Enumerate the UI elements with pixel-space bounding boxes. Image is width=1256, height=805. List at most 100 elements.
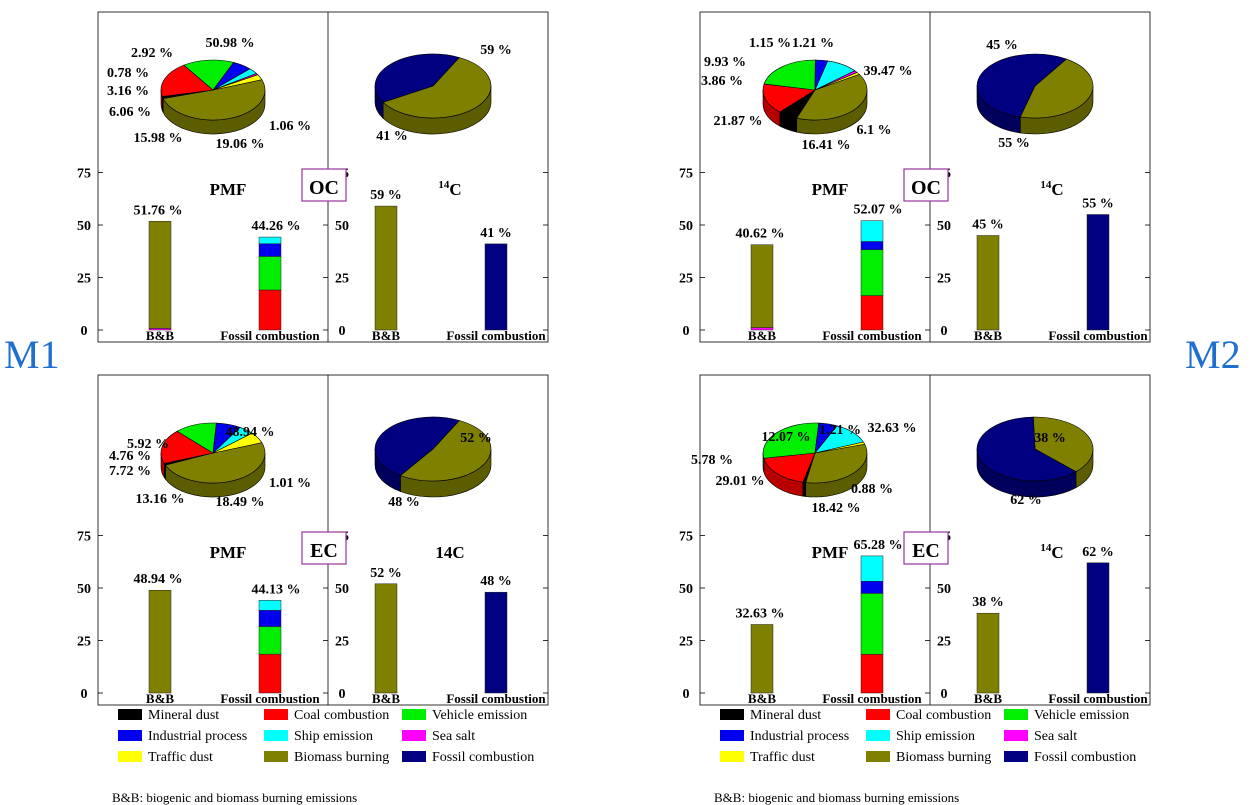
c14-pie-label-biomass-burning: 59 % (480, 43, 512, 58)
c14-pie-slice-fossil-combustion (374, 416, 460, 476)
pie-label-industrial-process: 7.72 % (109, 464, 151, 479)
pie-label-traffic-dust: 5.92 % (127, 437, 169, 452)
c14-label-main: C (1051, 543, 1063, 562)
legend-swatch-vehicle-emission (1004, 709, 1028, 720)
bar-label-pmf-bb: 51.76 % (134, 203, 183, 218)
bar-c14-bb-segment-biomass-burning (976, 612, 1000, 694)
pie-label-coal-combustion: 16.41 % (802, 138, 851, 153)
site-label-m1: M1 (4, 332, 60, 377)
c14-pie-slice-fossil-combustion (976, 53, 1067, 118)
legend-swatch-vehicle-emission (402, 709, 426, 720)
bar-pmf-fossil-segment-coal-combustion (860, 654, 884, 694)
legend-label-ship-emission: Ship emission (896, 729, 975, 744)
legend-label-fossil-combustion: Fossil combustion (1034, 750, 1136, 765)
panel-frame (97, 11, 549, 343)
pmf-pie-slice-coal-combustion (763, 452, 816, 483)
y-tick-label-left: 75 (679, 530, 693, 545)
bar-pmf-bb-segment-biomass-burning (750, 624, 774, 694)
c14-pie-slice-biomass-burning (1032, 416, 1094, 473)
legend-swatch-sea-salt (1004, 730, 1028, 741)
legend-block-2: Mineral dust Coal combustion Vehicle emiss… (714, 708, 1136, 805)
bar-c14-fossil-segment-fossil-combustion (1086, 214, 1110, 331)
pmf-label: PMF (210, 543, 247, 562)
c14-pie-slice-biomass-burning (1019, 58, 1094, 119)
y-tick-label-mid: 0 (941, 687, 948, 702)
pmf-pie-slice-biomass-burning (796, 73, 868, 121)
x-tick-label: Fossil combustion (822, 328, 922, 343)
panel-frame (699, 374, 1151, 706)
bar-pmf-fossil-segment-ship-emission (258, 600, 282, 611)
pie-label-traffic-dust: 1.21 % (819, 423, 861, 438)
y-tick-label-mid: 25 (335, 272, 349, 287)
legend-swatch-traffic-dust (720, 751, 744, 762)
bar-label-c14-bb: 38 % (972, 595, 1004, 610)
pie-label-industrial-process: 5.78 % (691, 453, 733, 468)
bar-pmf-bb-segment-sea-salt (750, 327, 774, 331)
species-tag: EC (310, 540, 338, 562)
species-tag: EC (912, 540, 940, 562)
bar-pmf-fossil-segment-industrial-process (860, 241, 884, 250)
legend-note: B&B: biogenic and biomass burning emissi… (714, 790, 959, 805)
species-tag: OC (911, 177, 941, 199)
y-tick-label-left: 50 (77, 582, 91, 597)
pie-label-industrial-process: 6.06 % (109, 105, 151, 120)
legend-label-mineral-dust: Mineral dust (148, 708, 219, 723)
y-tick-label-mid: 0 (941, 324, 948, 339)
y-tick-label-left: 25 (77, 272, 91, 287)
bar-pmf-fossil-segment-vehicle-emission (860, 249, 884, 296)
species-tag-box (301, 531, 347, 565)
pie-label-biomass-burning: 48.94 % (226, 425, 275, 440)
y-tick-label-mid: 50 (335, 582, 349, 597)
pie-label-sea-salt: 1.15 % (749, 36, 791, 51)
pmf-pie-slice-biomass-burning (805, 443, 868, 484)
bar-label-pmf-bb: 48.94 % (134, 572, 183, 587)
c14-label-superscript: 14 (1040, 179, 1052, 191)
x-tick-label: B&B (974, 328, 1003, 343)
legend-block-1: Mineral dust Coal combustion Vehicle emiss… (112, 708, 534, 805)
pmf-pie-slice-traffic-dust (212, 432, 263, 454)
bar-label-c14-bb: 52 % (370, 566, 402, 581)
pie-label-traffic-dust: 2.92 % (131, 46, 173, 61)
legend-swatch-industrial-process (720, 730, 744, 741)
pmf-pie-slice-traffic-dust (814, 72, 860, 91)
pmf-pie-side-mineral-dust (802, 481, 807, 497)
c14-pie-slice-biomass-burning (399, 420, 492, 482)
c14-pie-slice-fossil-combustion (976, 416, 1077, 482)
c14-pie-label-fossil-combustion: 55 % (998, 136, 1030, 151)
c14-label-superscript: 14 (1040, 542, 1052, 554)
legend-label-industrial-process: Industrial process (750, 729, 849, 744)
bar-label-c14-bb: 45 % (972, 218, 1004, 233)
legend-swatch-mineral-dust (720, 709, 744, 720)
c14-pie-label-biomass-burning: 38 % (1034, 431, 1066, 446)
pmf-label: PMF (812, 543, 849, 562)
bar-label-pmf-fossil: 44.26 % (252, 219, 301, 234)
bar-c14-fossil-segment-fossil-combustion (1086, 562, 1110, 694)
legend-swatch-coal-combustion (866, 709, 890, 720)
species-tag-box (301, 168, 347, 202)
x-tick-label: B&B (146, 328, 175, 343)
pie-label-mineral-dust: 6.1 % (857, 123, 892, 138)
bar-c14-bb-segment-biomass-burning (374, 205, 398, 331)
bar-label-pmf-fossil: 52.07 % (854, 203, 903, 218)
x-tick-label: B&B (372, 328, 401, 343)
legend-label-vehicle-emission: Vehicle emission (432, 708, 527, 723)
pmf-pie-slice-traffic-dust (212, 74, 263, 91)
legend-swatch-industrial-process (118, 730, 142, 741)
x-tick-label: Fossil combustion (446, 328, 546, 343)
legend-note: B&B: biogenic and biomass burning emissi… (112, 790, 357, 805)
species-tag-box (903, 531, 949, 565)
bar-c14-fossil-segment-fossil-combustion (484, 591, 508, 694)
bar-label-pmf-bb: 40.62 % (736, 227, 785, 242)
pmf-pie-slice-vehicle-emission (762, 422, 820, 459)
pie-label-mineral-dust: 1.01 % (269, 476, 311, 491)
y-tick-label-left: 0 (81, 687, 88, 702)
legend-label-coal-combustion: Coal combustion (896, 708, 991, 723)
x-tick-label: B&B (748, 328, 777, 343)
bar-label-c14-bb: 59 % (370, 188, 402, 203)
legend-label-industrial-process: Industrial process (148, 729, 247, 744)
site-label-m2: M2 (1185, 332, 1241, 377)
legend-label-biomass-burning: Biomass burning (896, 750, 991, 765)
x-tick-label: B&B (146, 691, 175, 706)
species-tag-box (903, 168, 949, 202)
